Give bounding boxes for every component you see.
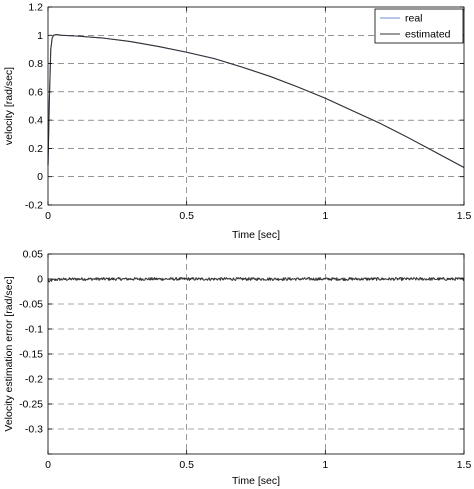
- legend-label-real: real: [405, 13, 423, 25]
- y-axis-label: Velocity estimation error [rad/sec]: [3, 276, 15, 431]
- grid: [48, 254, 464, 454]
- y-axis-label: velocity [rad/sec]: [3, 67, 15, 145]
- legend-label-estimated: estimated: [405, 29, 451, 41]
- x-tick-label: 1: [322, 459, 328, 471]
- x-tick-label: 1.5: [457, 210, 472, 222]
- y-tick-label: -0.25: [19, 399, 43, 411]
- y-tick-label: 0.4: [28, 115, 43, 127]
- y-tick-label: 0.8: [28, 58, 43, 70]
- legend-box: [374, 8, 464, 44]
- velocity-error-chart: -0.3 -0.25 -0.2 -0.15 -0.1 -0.05 0 0.05 0 0.5 1 1.5…: [3, 249, 471, 488]
- legend: real estimated: [374, 8, 464, 44]
- y-tick-label: 1.2: [28, 2, 43, 14]
- y-tick-label: 0: [37, 171, 43, 183]
- series-group: [47, 277, 465, 283]
- x-tick-label: 1.5: [457, 459, 472, 471]
- y-tick-label: 1: [37, 30, 43, 42]
- y-tick-label: -0.1: [25, 324, 43, 336]
- y-tick-label: -0.2: [25, 374, 43, 386]
- x-tick-label: 0: [45, 459, 51, 471]
- y-tick-label: 0: [37, 274, 43, 286]
- series-line-error-0: [47, 277, 465, 283]
- x-tick-label: 1: [322, 210, 328, 222]
- y-tick-label: -0.3: [25, 424, 43, 436]
- y-tick-label: 0.05: [23, 249, 44, 261]
- series-group: [47, 34, 465, 169]
- x-tick-label: 0: [45, 210, 51, 222]
- y-tick-label: 0.6: [28, 86, 43, 98]
- x-tick-label: 0.5: [179, 459, 194, 471]
- x-tick-label: 0.5: [179, 210, 194, 222]
- plot-frame: [47, 6, 465, 206]
- grid: [48, 7, 464, 205]
- x-axis-label: Time [sec]: [232, 229, 280, 241]
- velocity-chart: -0.200.20.40.60.811.20 0.5 1 1.5 Time [sec]…: [3, 2, 471, 242]
- y-tick-label: -0.2: [25, 200, 43, 212]
- x-axis-label: Time [sec]: [232, 475, 280, 487]
- ticks: -0.200.20.40.60.811.20 0.5 1 1.5: [25, 2, 472, 223]
- series-line-estimated: [47, 34, 465, 169]
- y-tick-label: -0.05: [19, 299, 43, 311]
- y-tick-label: -0.15: [19, 349, 43, 361]
- ticks: -0.3 -0.25 -0.2 -0.15 -0.1 -0.05 0 0.05 0 0.5 1 1.5: [19, 249, 471, 472]
- y-tick-label: 0.2: [28, 143, 43, 155]
